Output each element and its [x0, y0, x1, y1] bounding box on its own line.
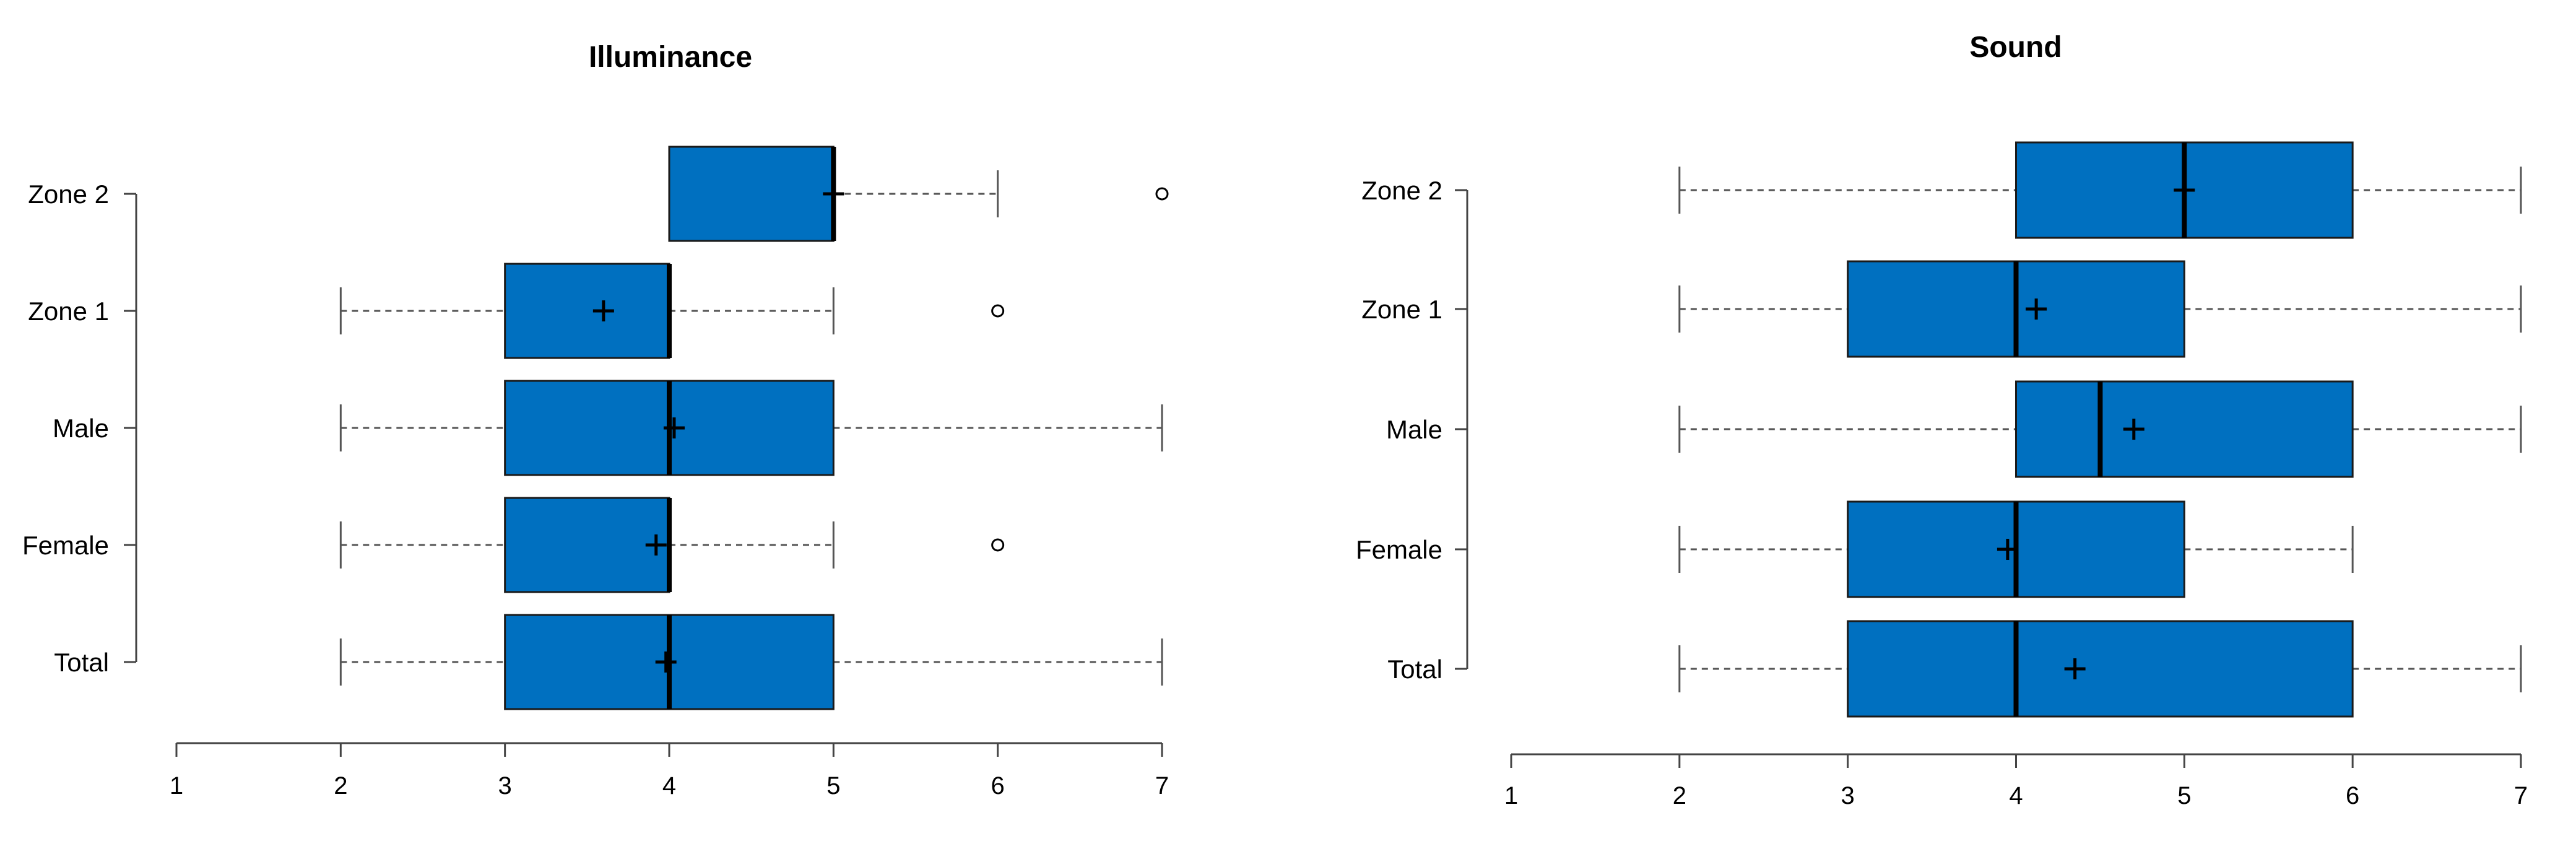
x-tick-label: 3 [498, 772, 512, 800]
category-label: Total [54, 648, 109, 677]
x-tick-label: 2 [1673, 782, 1686, 809]
chart-title: Sound [1969, 31, 2062, 64]
category-label: Male [53, 414, 109, 443]
x-tick-label: 7 [2514, 782, 2528, 809]
x-tick-label: 7 [1155, 772, 1169, 800]
box [2015, 380, 2354, 478]
category-label: Female [22, 531, 109, 560]
mean-marker [645, 534, 667, 556]
mean-marker [2174, 180, 2195, 201]
box [504, 263, 670, 359]
x-tick-label: 5 [2177, 782, 2191, 809]
x-tick-label: 3 [1841, 782, 1855, 809]
outlier-point [1155, 187, 1169, 201]
outlier-point [991, 304, 1005, 318]
box [668, 146, 835, 242]
category-label: Female [1356, 535, 1442, 564]
x-tick-label: 1 [1504, 782, 1518, 809]
x-tick-label: 6 [991, 772, 1005, 800]
chart-title: Illuminance [589, 41, 752, 74]
x-tick-label: 2 [334, 772, 347, 800]
x-tick-label: 6 [2346, 782, 2359, 809]
category-label: Zone 1 [28, 297, 109, 326]
mean-marker [1997, 539, 2018, 560]
category-label: Zone 1 [1361, 295, 1442, 324]
sound-panel: Sound 1 2 3 4 5 6 7 Zone 2 Zone 1 Male Female Total [1356, 31, 2528, 809]
mean-marker [655, 651, 677, 673]
category-label: Male [1386, 415, 1442, 444]
box [1847, 620, 2354, 718]
x-tick-label: 4 [2009, 782, 2023, 809]
category-label: Zone 2 [28, 180, 109, 209]
illuminance-panel: Illuminance 1 2 3 4 5 6 7 Zone 2 Zone 1 Male Femal… [22, 41, 1169, 800]
mean-marker [2026, 298, 2047, 320]
x-tick-label: 5 [826, 772, 840, 800]
category-label: Total [1387, 655, 1442, 684]
mean-marker [823, 183, 844, 204]
x-tick-label: 4 [662, 772, 676, 800]
outlier-point [991, 538, 1005, 552]
mean-marker [663, 417, 685, 438]
box [504, 497, 670, 593]
category-label: Zone 2 [1361, 176, 1442, 205]
x-tick-label: 1 [170, 772, 183, 800]
mean-marker [2123, 419, 2144, 440]
mean-marker [592, 300, 614, 321]
mean-marker [2064, 658, 2086, 679]
